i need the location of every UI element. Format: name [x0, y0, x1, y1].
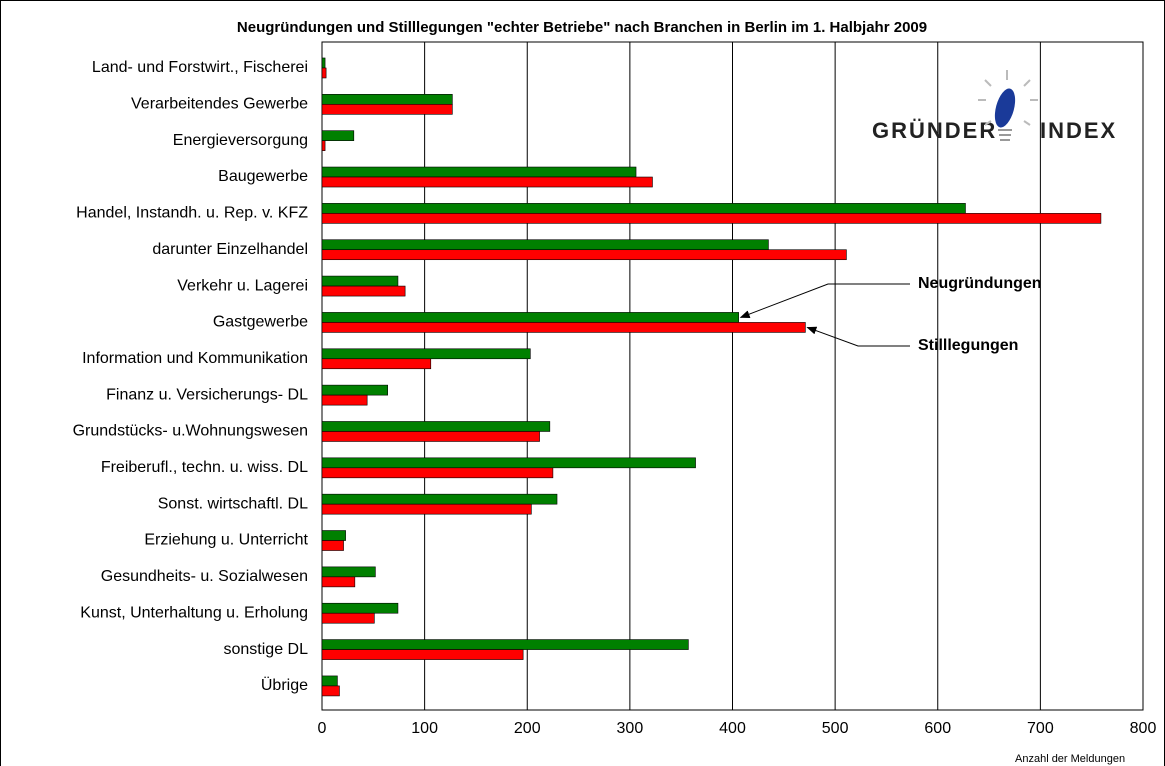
- bar: [321, 285, 406, 297]
- bar: [321, 322, 806, 333]
- logo-bulb-base: [998, 129, 1012, 141]
- bar: [321, 566, 376, 578]
- bar: [321, 421, 551, 432]
- y-tick-label: Kunst, Unterhaltung u. Erholung: [80, 604, 308, 621]
- bar: [321, 649, 524, 660]
- x-tick-label: 400: [719, 720, 746, 737]
- logo-text: INDEX: [1040, 118, 1117, 143]
- y-tick-label: Sonst. wirtschaftl. DL: [158, 495, 308, 512]
- logo-rays: [978, 70, 1038, 126]
- y-tick-label: Energieversorgung: [173, 132, 308, 149]
- bar: [321, 239, 769, 251]
- x-tick-label: 100: [411, 720, 438, 737]
- logo-text: GRÜNDER: [872, 118, 997, 143]
- bar: [321, 57, 326, 69]
- bar: [321, 203, 966, 214]
- bar: [321, 685, 340, 697]
- bar: [321, 384, 388, 396]
- y-tick-label: Freiberufl., techn. u. wiss. DL: [101, 459, 308, 476]
- bar: [321, 166, 637, 178]
- bar: [321, 104, 453, 115]
- bar: [321, 612, 375, 624]
- x-tick-label: 800: [1130, 720, 1157, 737]
- bar: [321, 576, 356, 588]
- y-tick-label: Gesundheits- u. Sozialwesen: [101, 568, 308, 585]
- bar: [321, 358, 432, 370]
- bar: [321, 467, 554, 479]
- bar: [321, 140, 326, 151]
- bar: [321, 94, 453, 105]
- y-tick-label: Verarbeitendes Gewerbe: [131, 96, 308, 113]
- y-tick-label: Erziehung u. Unterricht: [144, 532, 308, 549]
- x-tick-label: 200: [514, 720, 541, 737]
- y-tick-label: Land- und Forstwirt., Fischerei: [92, 59, 308, 76]
- annotation: Neugründungen: [918, 275, 1042, 292]
- x-axis-label: Anzahl der Meldungen: [1015, 753, 1125, 765]
- annotation-arrow: [806, 326, 910, 347]
- logo-bulb: [994, 88, 1016, 128]
- bar: [321, 493, 558, 505]
- y-tick-label: Übrige: [261, 676, 308, 694]
- bar: [321, 639, 689, 650]
- bar: [321, 457, 696, 469]
- y-tick-label: Finanz u. Versicherungs- DL: [106, 386, 308, 403]
- x-tick-label: 0: [318, 720, 327, 737]
- y-tick-label: Grundstücks- u.Wohnungswesen: [73, 423, 308, 440]
- annotation-arrow: [739, 283, 910, 318]
- bar: [321, 431, 540, 442]
- bar: [321, 312, 739, 323]
- y-tick-label: Baugewerbe: [218, 168, 308, 185]
- y-tick-label: Handel, Instandh. u. Rep. v. KFZ: [76, 205, 308, 222]
- x-tick-label: 300: [617, 720, 644, 737]
- bar: [321, 675, 338, 687]
- x-tick-label: 700: [1027, 720, 1054, 737]
- logo: GRÜNDER INDEX: [872, 70, 1117, 143]
- chart-title: Neugründungen und Stilllegungen "echter …: [237, 19, 927, 36]
- bar: [321, 275, 399, 287]
- bar: [321, 394, 368, 406]
- y-tick-label: darunter Einzelhandel: [152, 241, 308, 258]
- bar: [321, 130, 355, 141]
- y-tick-label: Information und Kommunikation: [82, 350, 308, 367]
- y-tick-label: Verkehr u. Lagerei: [177, 277, 308, 294]
- y-tick-label: sonstige DL: [224, 641, 309, 658]
- bar: [321, 530, 346, 541]
- bar: [321, 602, 399, 614]
- bar: [321, 67, 327, 79]
- bar: [321, 249, 847, 261]
- x-tick-label: 600: [924, 720, 951, 737]
- bar: [321, 540, 344, 551]
- y-tick-label: Gastgewerbe: [213, 314, 308, 331]
- bar: [321, 176, 653, 188]
- bar: [321, 213, 1102, 224]
- annotation: Stilllegungen: [918, 337, 1018, 354]
- bar: [321, 503, 532, 515]
- bar: [321, 348, 531, 360]
- x-tick-label: 500: [822, 720, 849, 737]
